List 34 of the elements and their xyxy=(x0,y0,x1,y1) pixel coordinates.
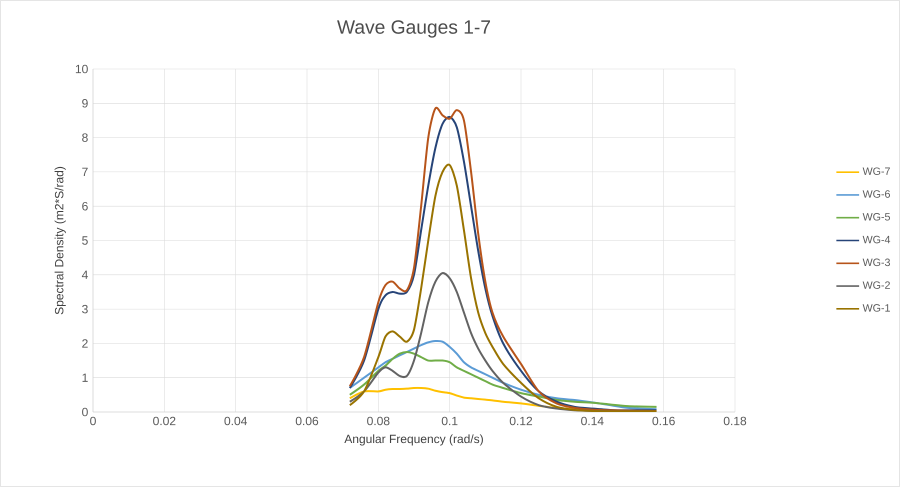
legend-label: WG-3 xyxy=(862,258,890,266)
x-tick-label: 0.18 xyxy=(724,416,746,426)
line-series xyxy=(348,350,658,408)
y-tick-label: 3 xyxy=(82,304,88,314)
y-tick-label: 10 xyxy=(76,64,88,74)
x-axis-title: Angular Frequency (rad/s) xyxy=(344,434,483,446)
y-tick-label: 5 xyxy=(82,236,88,245)
y-tick-label: 0 xyxy=(82,408,88,416)
x-tick-label: 0.08 xyxy=(367,416,390,426)
x-tick-label: 0 xyxy=(90,416,96,426)
legend-label: WG-6 xyxy=(862,190,890,198)
y-tick-label: 1 xyxy=(82,374,88,382)
y-tick-label: 9 xyxy=(82,99,88,108)
x-tick-label: 0.16 xyxy=(652,416,675,426)
legend-label: WG-7 xyxy=(862,167,890,175)
x-tick-label: 0.14 xyxy=(581,416,604,426)
y-axis-title: Spectral Density (m2*S/rad) xyxy=(54,166,66,314)
x-tick-label: 0.06 xyxy=(296,416,318,426)
chart-title: Wave Gauges 1-7 xyxy=(337,20,490,38)
x-tick-label: 0.04 xyxy=(224,416,247,426)
x-tick-label: 0.02 xyxy=(153,416,176,426)
y-tick-label: 8 xyxy=(82,133,88,142)
legend-label: WG-5 xyxy=(862,213,890,221)
y-tick-label: 6 xyxy=(82,202,88,210)
y-tick-label: 2 xyxy=(82,339,88,348)
x-tick-label: 0.1 xyxy=(442,416,458,426)
line-series xyxy=(348,340,658,410)
legend-label: WG-4 xyxy=(862,236,890,244)
line-series xyxy=(348,164,658,412)
legend-label: WG-1 xyxy=(862,304,890,312)
legend-label: WG-2 xyxy=(862,281,890,289)
y-tick-label: 7 xyxy=(82,168,88,176)
y-tick-label: 4 xyxy=(82,270,88,279)
x-tick-label: 0.12 xyxy=(510,416,532,426)
